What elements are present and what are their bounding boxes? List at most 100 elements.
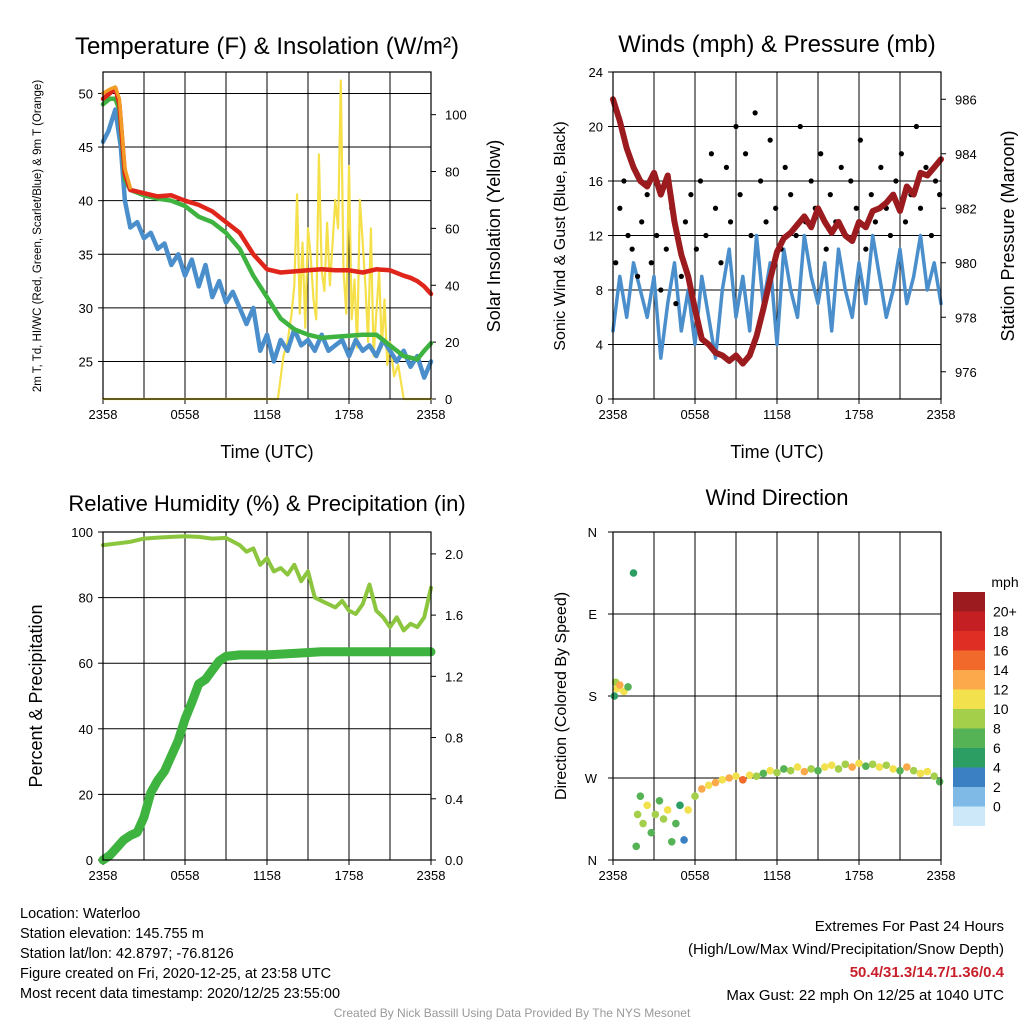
y-tick-label: 8 (596, 283, 603, 298)
colorbar-swatch (953, 748, 985, 768)
direction-point (923, 767, 932, 776)
y-axis-label-left: Percent & Precipitation (26, 604, 46, 787)
direction-point (780, 765, 788, 773)
y-tick-label-right: 984 (955, 147, 977, 162)
direction-point (896, 766, 904, 775)
x-tick-label: 2358 (89, 407, 118, 422)
x-tick-label: 2358 (927, 868, 956, 883)
gust-point (853, 205, 859, 211)
gust-point (923, 164, 929, 170)
direction-point (855, 759, 863, 768)
gust-point (708, 151, 715, 157)
y-tick-label: 25 (79, 354, 93, 369)
gust-point (823, 246, 829, 252)
gust-point (788, 192, 794, 198)
y-axis-label-left: 2m T, Td, HI/WC (Red, Green, Scarlet/Blu… (32, 80, 44, 392)
direction-point (903, 763, 911, 771)
direction-point (848, 763, 856, 771)
direction-point (633, 810, 642, 819)
y-tick-label: 40 (79, 722, 93, 737)
y-tick-label-right: 0.8 (445, 731, 463, 746)
gust-point (913, 123, 920, 130)
direction-point (889, 765, 897, 773)
gust-point (697, 178, 704, 184)
y-tick-label: 35 (79, 247, 93, 262)
direction-point (610, 692, 619, 700)
colorbar-swatch (953, 592, 985, 612)
y-tick-label-right: 0 (445, 392, 452, 407)
recent-data-text: Most recent data timestamp: 2020/12/25 2… (20, 986, 341, 1002)
y-tick-label: 16 (589, 174, 603, 189)
y-tick-label: 20 (589, 120, 603, 135)
max-gust-text: Max Gust: 22 mph On 12/25 at 1040 UTC (726, 987, 1004, 1004)
x-tick-label: 1758 (335, 407, 364, 422)
direction-point (745, 771, 754, 780)
gust-point (654, 232, 660, 239)
direction-point (680, 836, 688, 844)
y-tick-label: 4 (596, 338, 603, 353)
gust-point (758, 178, 764, 184)
temperature-9m-line (101, 85, 133, 190)
y-tick-label-right: 1.6 (445, 608, 463, 623)
gust-point (848, 178, 854, 184)
gust-point (663, 246, 669, 252)
gust-point (808, 178, 814, 184)
direction-point (935, 777, 944, 786)
direction-point (916, 769, 925, 778)
gust-point (712, 205, 719, 211)
direction-point (698, 785, 706, 793)
x-tick-label: 1158 (253, 407, 281, 422)
direction-point (616, 681, 624, 689)
colorbar-label: 0 (993, 799, 1001, 815)
panel-title: Relative Humidity (%) & Precipitation (i… (68, 491, 465, 516)
colorbar-swatch (953, 806, 985, 826)
gust-point (898, 151, 904, 157)
y-tick-label-right: 986 (955, 92, 977, 107)
gust-point (932, 178, 939, 184)
y-tick-label-right: 976 (955, 365, 977, 380)
colorbar-label: 4 (993, 760, 1001, 776)
direction-point (629, 569, 638, 577)
direction-point (773, 768, 781, 777)
direction-point (691, 792, 699, 801)
y-tick-label: 12 (589, 229, 603, 244)
gust-point (797, 123, 803, 130)
y-tick-label-right: 20 (445, 335, 459, 350)
colorbar-swatch (953, 709, 985, 729)
gust-point (878, 164, 884, 170)
y-tick-label: 100 (71, 525, 93, 540)
direction-point (766, 766, 774, 775)
y-tick-label: 80 (79, 591, 93, 606)
direction-point (624, 683, 632, 691)
y-tick-label-right: 978 (955, 310, 977, 325)
colorbar-label: 8 (993, 721, 1001, 737)
colorbar-swatch (953, 631, 985, 651)
gust-point (773, 205, 779, 211)
colorbar-swatch (953, 767, 985, 787)
gust-point (863, 246, 869, 252)
colorbar-label: 6 (993, 740, 1001, 756)
gust-point (748, 232, 754, 239)
direction-tick-label: N (588, 853, 597, 868)
gust-point (733, 123, 739, 130)
colorbar-swatch (953, 670, 985, 690)
direction-point (807, 765, 815, 773)
y-tick-label-right: 100 (445, 108, 467, 123)
sonic-wind-line (611, 233, 943, 360)
x-tick-label: 2358 (417, 407, 446, 422)
gust-point (917, 205, 924, 211)
direction-point (732, 772, 740, 780)
gust-point (827, 192, 833, 198)
direction-point (655, 796, 664, 805)
gust-point (818, 151, 824, 157)
gust-point (868, 192, 874, 198)
panel-title: Wind Direction (705, 485, 848, 510)
direction-point (725, 774, 733, 782)
gust-point (635, 273, 641, 279)
x-tick-label: 0558 (681, 407, 710, 422)
gust-point (872, 219, 879, 225)
direction-point (821, 763, 829, 771)
panel-title: Winds (mph) & Pressure (mb) (618, 31, 935, 58)
direction-tick-label: E (588, 607, 597, 622)
colorbar-label: 2 (993, 779, 1001, 795)
